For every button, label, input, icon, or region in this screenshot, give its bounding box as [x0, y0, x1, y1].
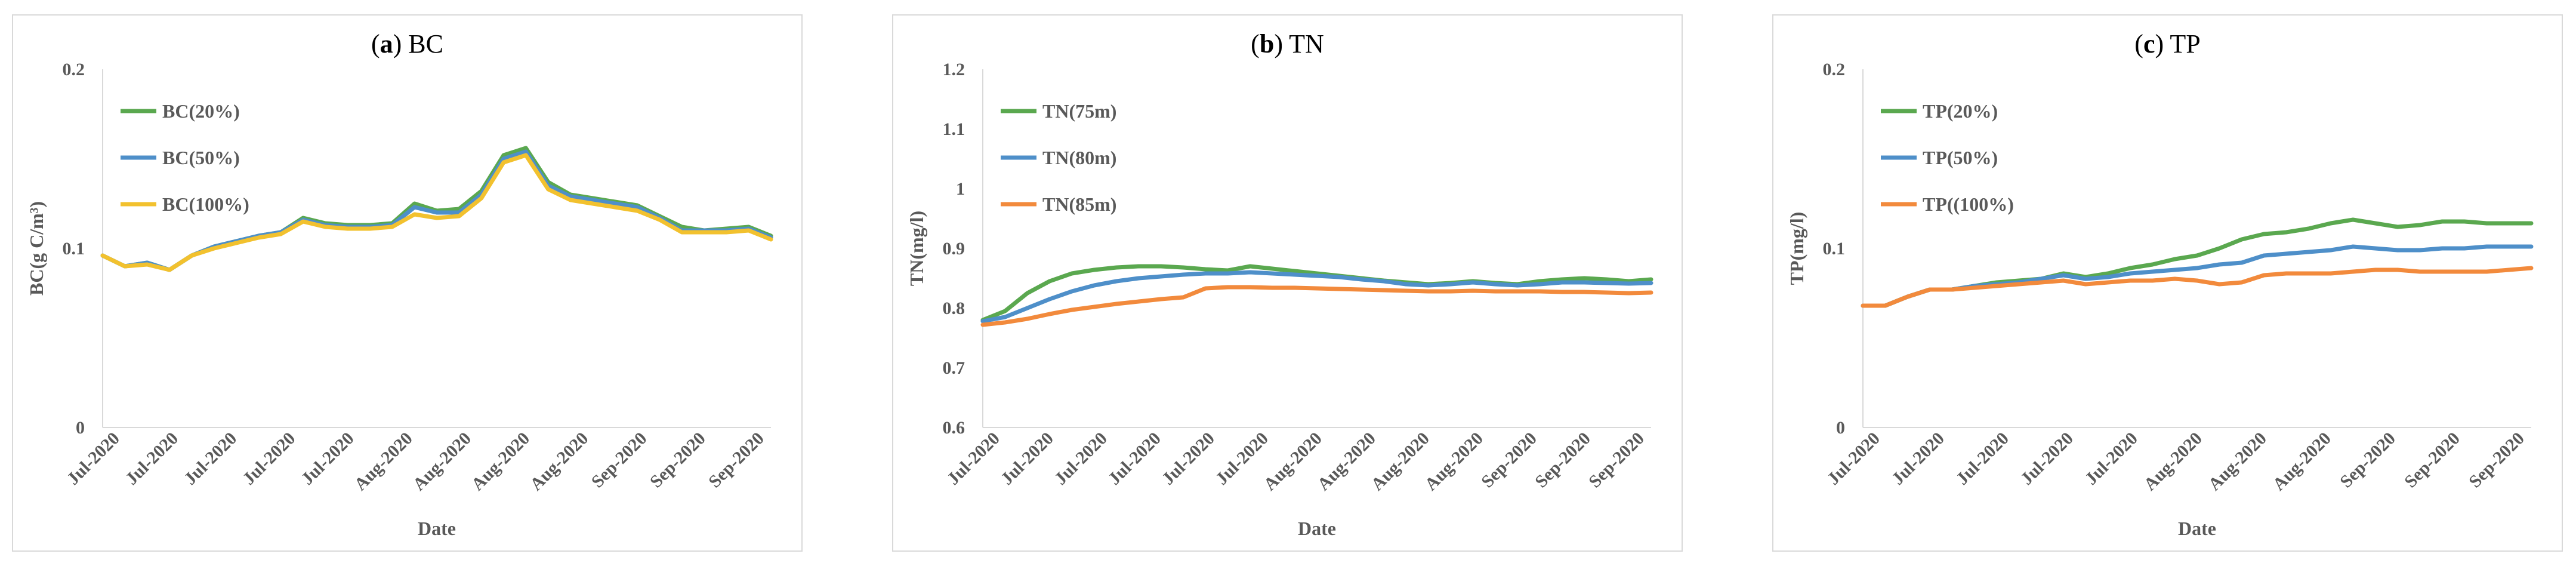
y-tick-label: 0.6 — [943, 418, 965, 438]
x-tick-label: Sep-2020 — [2401, 429, 2464, 492]
y-tick-label: 0 — [76, 418, 85, 438]
x-tick-label: Sep-2020 — [2465, 429, 2528, 492]
x-tick-label: Jul-2020 — [2017, 429, 2077, 489]
x-tick-label: Jul-2020 — [239, 429, 299, 489]
y-tick-label: 1.1 — [943, 119, 965, 139]
chart-title-letter: a — [380, 29, 393, 59]
chart-panel-b: (b) TN 0.6 0.7 0.8 0.9 1 1.1 1.2 Jul-2020 Jul-202… — [892, 14, 1683, 552]
legend-label: BC(50%) — [162, 147, 240, 168]
x-tick-label: Aug-2020 — [1313, 429, 1380, 495]
x-tick-label: Aug-2020 — [350, 429, 417, 495]
chart-panel-c: (c) TP 0 0.1 0.2 Jul-2020 Jul-2020 Jul-2020 Jul… — [1772, 14, 2563, 552]
chart-title-letter: b — [1260, 29, 1274, 59]
series-line-1 — [980, 264, 1653, 322]
legend-label: TP(20%) — [1923, 100, 1998, 122]
legend-label: BC(100%) — [162, 193, 249, 215]
chart-title-letter: c — [2143, 29, 2155, 59]
x-tick-label: Jul-2020 — [180, 429, 240, 489]
chart-title-paren-close: ) — [1274, 29, 1289, 59]
x-tick-label: Jul-2020 — [63, 429, 124, 489]
y-axis-label: TP(mg/l) — [1786, 212, 1807, 285]
y-tick-label: 1.2 — [943, 60, 965, 79]
x-tick-label: Jul-2020 — [1824, 429, 1884, 489]
x-tick-label: Jul-2020 — [1158, 429, 1218, 489]
series-line-3 — [1861, 266, 2534, 308]
y-tick-label: 0 — [1836, 418, 1845, 438]
x-axis-label: Date — [1298, 518, 1336, 539]
chart-title-paren-close: ) — [2155, 29, 2170, 59]
legend-label: TN(85m) — [1042, 193, 1116, 215]
legend-label: TP(50%) — [1923, 147, 1998, 168]
chart-title-text: TN — [1289, 29, 1324, 59]
chart-title-paren-open: ( — [1251, 29, 1260, 59]
legend-label: TP((100%) — [1923, 193, 2014, 215]
y-tick-label: 0.1 — [1823, 239, 1846, 259]
x-tick-label: Jul-2020 — [1105, 429, 1165, 489]
x-tick-label: Sep-2020 — [2336, 429, 2399, 492]
chart-panel-a: (a) BC 0 0.1 0.2 Jul-2020 Jul-2020 Jul-2020 Jul… — [12, 14, 803, 552]
chart-bc: (a) BC00.10.2Jul-2020Jul-2020Jul-2020Jul… — [26, 29, 773, 539]
chart-tn: (b) TN0.60.70.80.911.11.2Jul-2020Jul-202… — [906, 29, 1653, 539]
chart-title-text: BC — [408, 29, 443, 59]
x-tick-label: Jul-2020 — [1051, 429, 1111, 489]
y-axis-label: TN(mg/l) — [906, 211, 927, 286]
x-tick-label: Sep-2020 — [1585, 429, 1648, 492]
series-line-2 — [980, 270, 1653, 324]
x-tick-label: Aug-2020 — [409, 429, 475, 495]
x-axis-label: Date — [418, 518, 456, 539]
y-tick-label: 0.1 — [63, 239, 85, 259]
series-line-3 — [100, 153, 773, 272]
legend-label: TN(75m) — [1042, 100, 1116, 122]
x-tick-label: Jul-2020 — [1952, 429, 2013, 489]
x-tick-label: Sep-2020 — [1477, 429, 1541, 492]
y-axis-label: BC(g C/m³) — [26, 201, 47, 296]
y-tick-label: 0.2 — [1823, 60, 1846, 79]
x-tick-label: Aug-2020 — [2204, 429, 2270, 495]
y-tick-label: 1 — [956, 179, 965, 199]
chart-title: (b) TN — [1251, 29, 1324, 59]
x-tick-label: Jul-2020 — [2081, 429, 2142, 489]
y-tick-label: 0.7 — [943, 358, 965, 378]
x-tick-label: Aug-2020 — [1421, 429, 1487, 495]
x-tick-label: Aug-2020 — [2140, 429, 2206, 495]
series-line-1 — [1861, 217, 2534, 308]
chart-title-paren-open: ( — [371, 29, 380, 59]
x-tick-label: Sep-2020 — [646, 429, 709, 492]
x-axis-label: Date — [2178, 518, 2216, 539]
y-tick-label: 0.9 — [943, 239, 965, 259]
x-tick-label: Jul-2020 — [997, 429, 1057, 489]
x-tick-label: Sep-2020 — [705, 429, 768, 492]
y-tick-label: 0.2 — [63, 60, 85, 79]
chart-title-text: TP — [2170, 29, 2200, 59]
x-tick-label: Jul-2020 — [1888, 429, 1948, 489]
legend-label: BC(20%) — [162, 100, 240, 122]
legend-label: TN(80m) — [1042, 147, 1116, 168]
chart-title: (a) BC — [371, 29, 443, 59]
chart-title-paren-close: ) — [393, 29, 409, 59]
y-tick-label: 0.8 — [943, 299, 965, 318]
x-tick-label: Aug-2020 — [2269, 429, 2335, 495]
x-tick-label: Sep-2020 — [1531, 429, 1594, 492]
series-line-3 — [980, 285, 1653, 327]
x-tick-label: Aug-2020 — [526, 429, 593, 495]
x-tick-label: Aug-2020 — [1260, 429, 1326, 495]
chart-title: (c) TP — [2134, 29, 2200, 59]
chart-title-paren-open: ( — [2134, 29, 2143, 59]
x-tick-label: Jul-2020 — [298, 429, 358, 489]
x-tick-label: Sep-2020 — [588, 429, 651, 492]
x-tick-label: Jul-2020 — [122, 429, 182, 489]
x-tick-label: Aug-2020 — [1367, 429, 1433, 495]
x-tick-label: Aug-2020 — [468, 429, 534, 495]
